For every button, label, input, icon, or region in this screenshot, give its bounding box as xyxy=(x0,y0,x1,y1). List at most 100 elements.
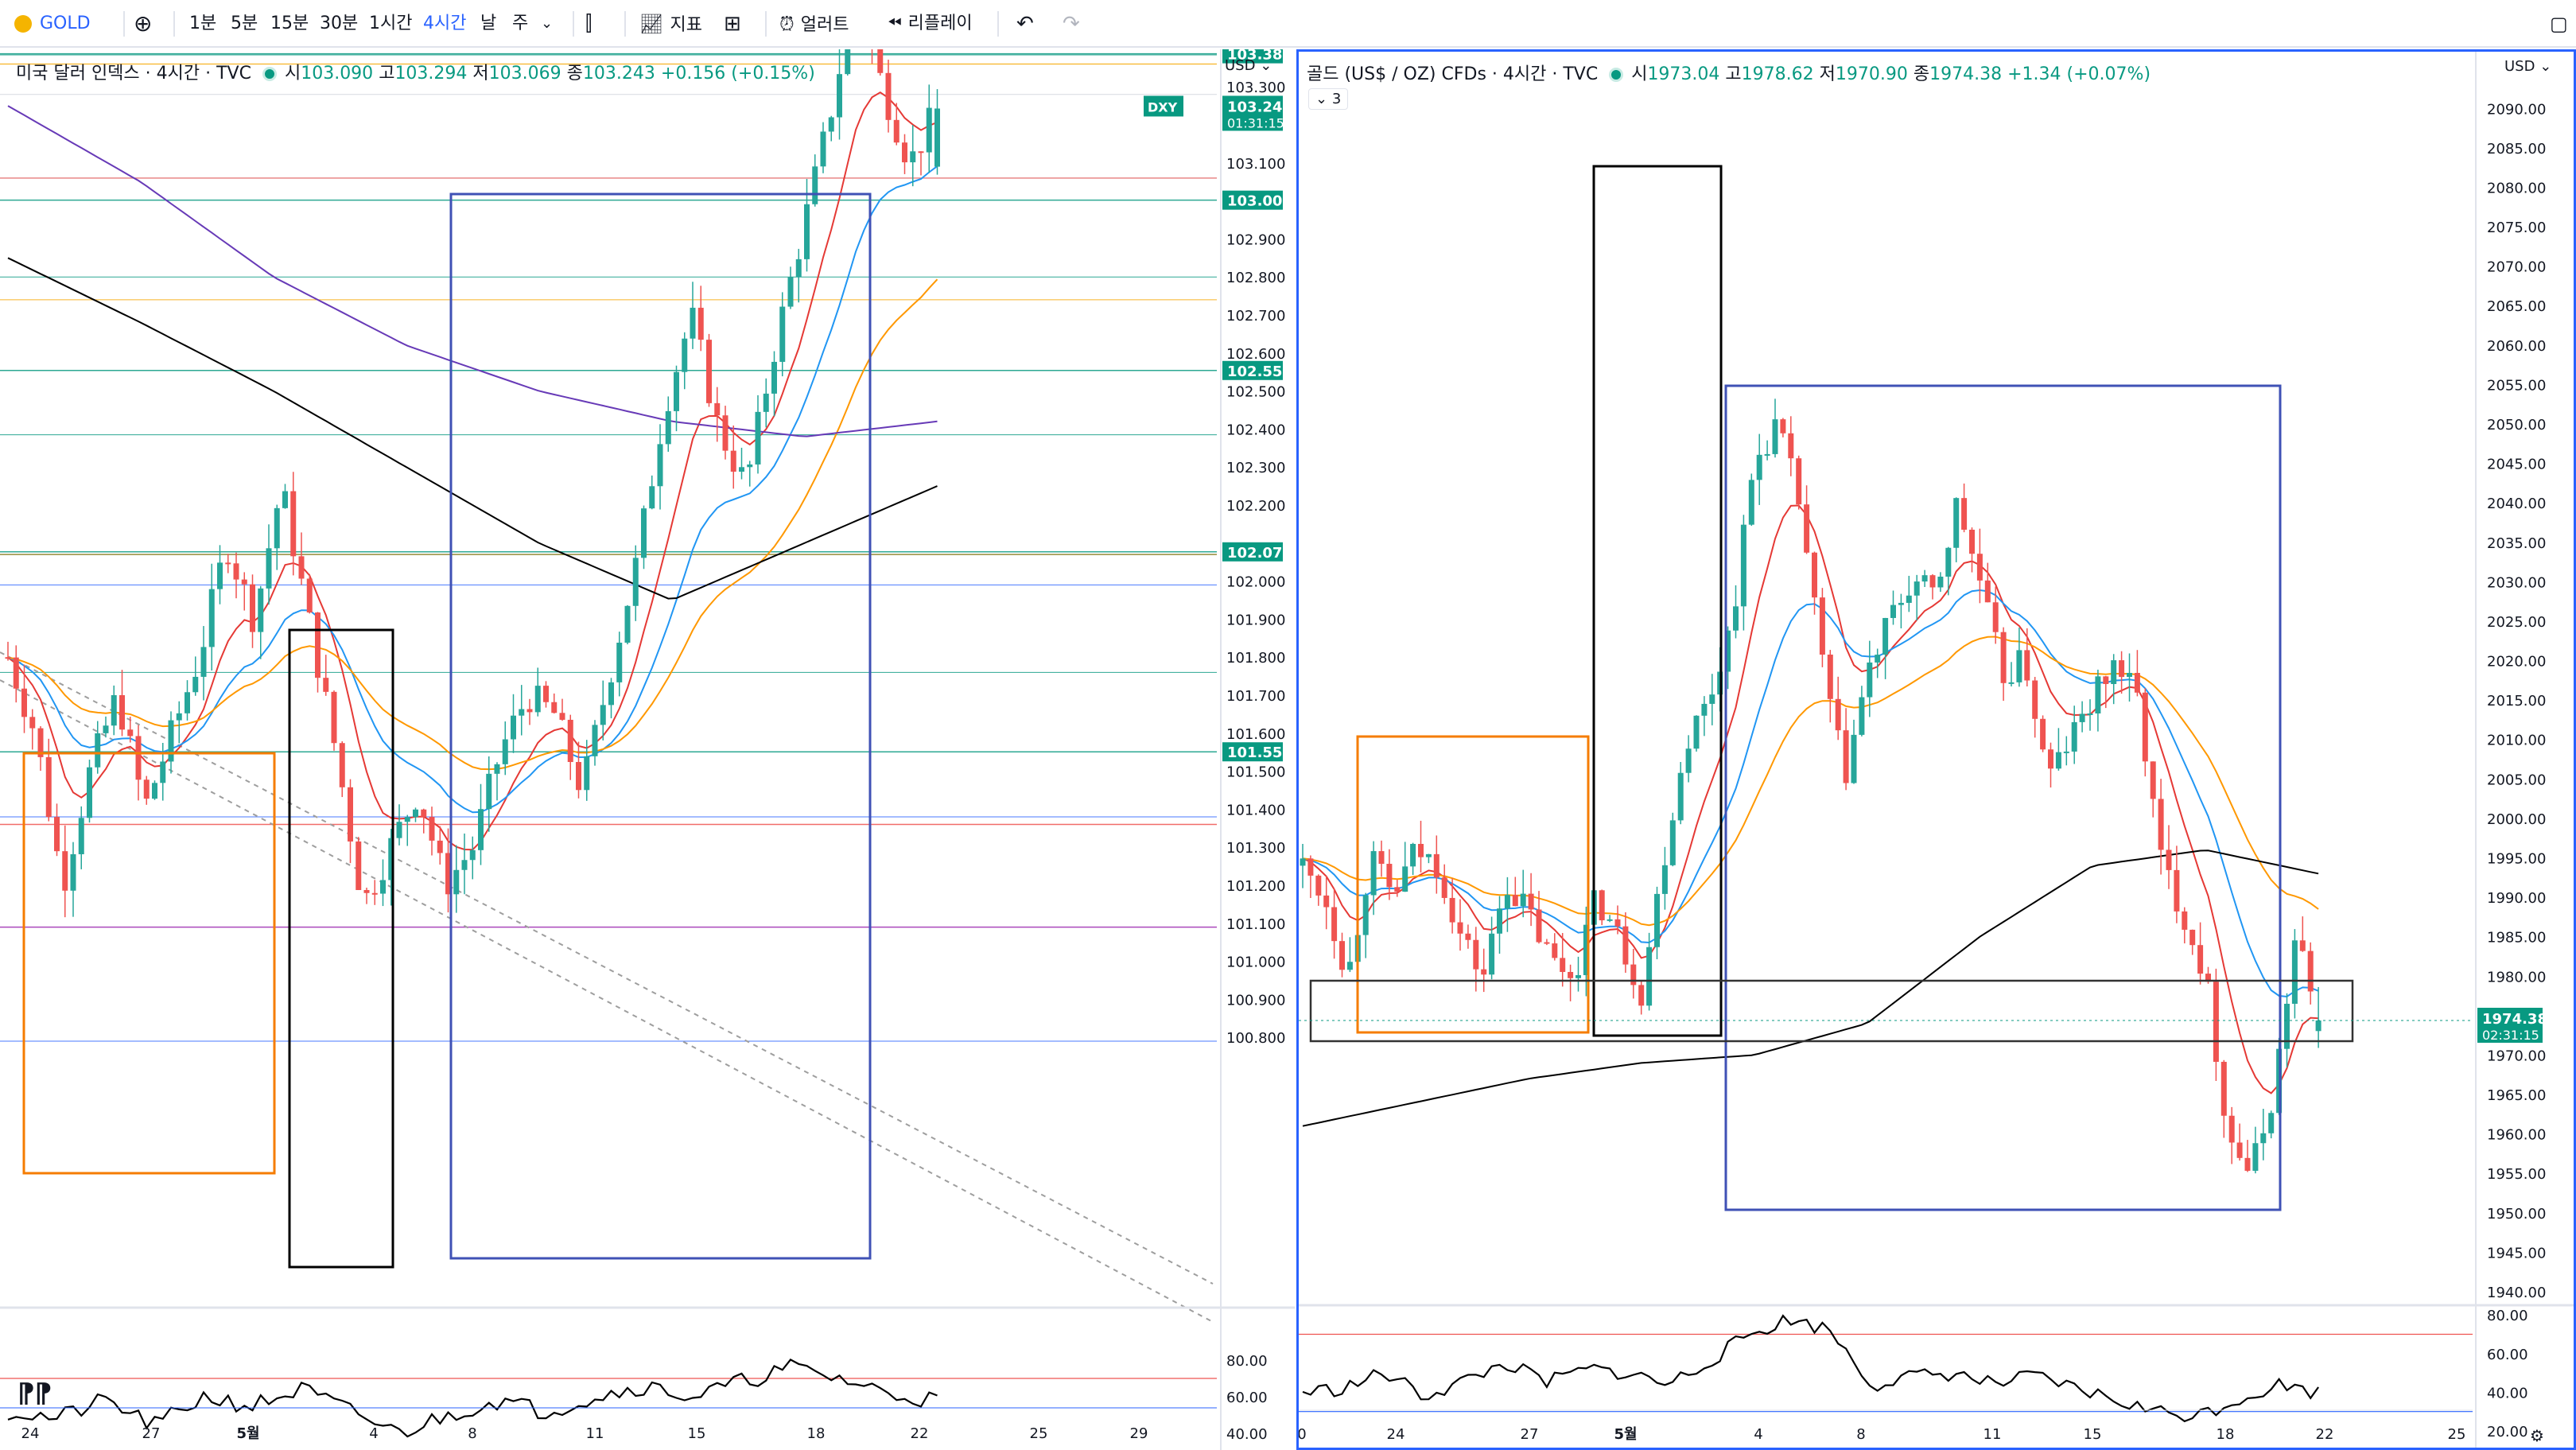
chevron-down-icon: ⌄ xyxy=(2535,58,2552,75)
date-tick-label: 5월 xyxy=(1614,1426,1637,1443)
symbol-search-button[interactable]: GOLD xyxy=(14,0,91,48)
candle-up xyxy=(665,410,671,445)
candle-down xyxy=(250,584,255,632)
price-tick-label: 2015.00 xyxy=(2487,693,2546,709)
interval-4h[interactable]: 4시간 xyxy=(423,14,467,33)
price-tick-label: 1945.00 xyxy=(2487,1245,2546,1261)
candle-down xyxy=(1378,851,1385,865)
ma-line-black xyxy=(7,257,938,600)
fullscreen-icon[interactable]: ▢ xyxy=(2550,13,2568,35)
chart-pane-gold[interactable]: 2090.00 2085.00 2080.00 2075.00 2070.00 2065.… xyxy=(1296,49,2576,1450)
interval-5m[interactable]: 5분 xyxy=(231,14,258,33)
candle-down xyxy=(1331,907,1338,942)
currency-selector[interactable]: USD ⌄ xyxy=(1225,57,1272,74)
collapsed-indicators-toggle[interactable]: ⌄ 3 xyxy=(1308,88,1349,110)
candle-up xyxy=(1402,866,1408,892)
currency-selector[interactable]: USD ⌄ xyxy=(2504,58,2551,75)
candle-up xyxy=(795,259,802,278)
price-tick-label: 1950.00 xyxy=(2487,1206,2546,1223)
price-tick-label: 2005.00 xyxy=(2487,772,2546,788)
candle-down xyxy=(5,657,11,659)
interval-15m[interactable]: 15분 xyxy=(270,14,309,33)
date-tick-label: 18 xyxy=(807,1425,826,1442)
last-price-text: 103.243 xyxy=(1227,99,1292,115)
interval-dropdown-icon[interactable]: ⌄ xyxy=(541,15,554,32)
candle-down xyxy=(1622,926,1629,965)
price-tick-label: 100.800 xyxy=(1226,1030,1285,1047)
candle-down xyxy=(371,892,378,895)
candle-down xyxy=(445,853,451,895)
ma-line-red xyxy=(7,91,938,851)
price-tick-label: 103.300 xyxy=(1226,80,1285,96)
candle-up xyxy=(453,869,460,895)
toolbar-divider xyxy=(765,11,767,37)
price-tick-label: 102.300 xyxy=(1226,460,1285,476)
candle-up xyxy=(1859,697,1865,735)
interval-day[interactable]: 날 xyxy=(480,14,497,33)
candle-up xyxy=(1906,595,1912,603)
alert-button[interactable]: ⏰︎ 얼러트 xyxy=(779,0,849,48)
ma-line-blue xyxy=(1302,589,2319,998)
candle-up xyxy=(674,371,679,411)
candle-down xyxy=(1465,933,1471,940)
close-label: 종 xyxy=(566,64,583,84)
candle-down xyxy=(2103,676,2109,685)
chart-pane-dxy[interactable]: 103.700103.600103.500103.300103.100102.9… xyxy=(0,49,1295,1450)
templates-grid-icon[interactable]: ⊞ xyxy=(724,12,741,36)
undo-icon[interactable]: ↶ xyxy=(1016,12,1034,36)
candle-up xyxy=(845,49,851,75)
candle-up xyxy=(812,166,818,204)
drawing-box-black xyxy=(288,628,394,1269)
gold-chart-canvas[interactable]: 2090.00 2085.00 2080.00 2075.00 2070.00 2065.… xyxy=(1299,52,2574,1448)
candle-down xyxy=(1512,895,1518,907)
candle-down xyxy=(2032,680,2038,719)
compare-add-icon[interactable]: ⊕ xyxy=(134,10,153,37)
close-value: 1974.38 xyxy=(1929,64,2003,84)
date-tick-label: 29 xyxy=(1130,1425,1148,1442)
candle-up xyxy=(1725,630,1731,672)
candle-up xyxy=(1764,453,1770,456)
price-tick-label: 1970.00 xyxy=(2487,1048,2546,1064)
candle-down xyxy=(1449,897,1455,923)
candle-up xyxy=(804,204,810,259)
price-tick-label: 102.600 xyxy=(1226,346,1285,363)
candle-down xyxy=(1614,919,1621,927)
candle-down xyxy=(1969,529,1975,554)
candle-down xyxy=(363,889,370,893)
candle-down xyxy=(2213,982,2219,1062)
candle-up xyxy=(1370,851,1377,896)
interval-week[interactable]: 주 xyxy=(512,14,529,33)
candle-down xyxy=(1804,504,1810,553)
price-tick-label: 102.800 xyxy=(1226,270,1285,286)
candle-down xyxy=(2048,749,2053,769)
price-tick-label: 102.900 xyxy=(1226,231,1285,248)
interval-1h[interactable]: 1시간 xyxy=(369,14,413,33)
candle-up xyxy=(1882,617,1889,655)
candle-up xyxy=(934,108,940,167)
candle-up xyxy=(266,548,272,589)
candle-up xyxy=(1410,844,1416,867)
replay-button[interactable]: ⏪︎ 리플레이 xyxy=(888,0,973,48)
candle-down xyxy=(1473,939,1479,970)
dxy-chart-canvas[interactable]: 103.700103.600103.500103.300103.100102.9… xyxy=(0,49,1295,1450)
candle-down xyxy=(315,612,321,678)
last-price-text: 1974.38 xyxy=(2482,1011,2547,1028)
candle-down xyxy=(233,563,239,580)
level-price-tag xyxy=(1222,742,1283,762)
candle-up xyxy=(779,306,786,362)
candle-down xyxy=(54,817,60,852)
candle-up xyxy=(624,605,631,643)
settings-gear-icon[interactable]: ⚙ xyxy=(2530,1426,2544,1445)
candle-up xyxy=(1346,962,1353,970)
interval-1m[interactable]: 1분 xyxy=(189,14,217,33)
candle-up xyxy=(111,695,117,726)
candle-up xyxy=(1646,947,1653,1006)
candle-down xyxy=(1441,877,1447,898)
candle-up xyxy=(763,393,769,412)
interval-30m[interactable]: 30분 xyxy=(320,14,359,33)
candles-type-icon[interactable]: ⫿ xyxy=(585,12,593,36)
level-price-tag xyxy=(1222,542,1283,562)
price-tick-label: 2040.00 xyxy=(2487,496,2546,512)
indicators-button[interactable]: 📈︎ 지표 xyxy=(639,0,702,48)
redo-icon[interactable]: ↷ xyxy=(1063,12,1080,36)
